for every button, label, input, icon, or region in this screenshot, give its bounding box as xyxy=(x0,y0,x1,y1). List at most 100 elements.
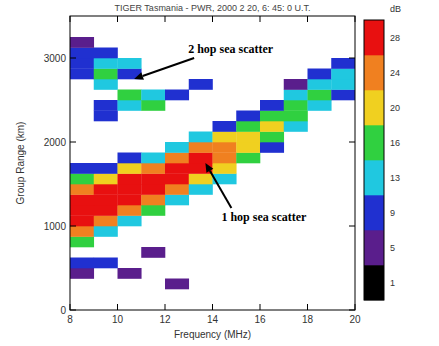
cell xyxy=(70,237,94,248)
cell xyxy=(189,142,213,153)
cell xyxy=(331,58,355,69)
cell xyxy=(118,205,142,216)
cell xyxy=(94,79,118,90)
colorbar-title: dB xyxy=(390,4,401,14)
cell xyxy=(141,184,165,195)
y-tick xyxy=(70,142,76,143)
colorbar-band xyxy=(364,160,384,195)
cell xyxy=(94,216,118,227)
cell xyxy=(308,79,332,90)
cell xyxy=(94,184,118,195)
cell xyxy=(94,111,118,122)
cell xyxy=(189,153,213,164)
x-tick-label: 16 xyxy=(254,314,266,325)
cell xyxy=(189,184,213,195)
arrow-shaft xyxy=(210,171,231,208)
cell xyxy=(165,153,189,164)
cell xyxy=(331,79,355,90)
cell xyxy=(165,90,189,101)
cell xyxy=(260,142,284,153)
cell xyxy=(118,58,142,69)
cell xyxy=(94,258,118,269)
cell xyxy=(284,121,308,132)
x-tick xyxy=(260,16,261,22)
cell xyxy=(260,100,284,111)
cell xyxy=(213,153,237,164)
colorbar-label: 1 xyxy=(390,278,395,288)
x-tick-label: 8 xyxy=(67,314,73,325)
cell xyxy=(70,37,94,48)
cell xyxy=(236,153,260,164)
x-tick-label: 20 xyxy=(349,314,361,325)
annotation: 1 hop sea scatter xyxy=(221,210,307,224)
cell xyxy=(189,79,213,90)
cell xyxy=(284,79,308,90)
colorbar-frame xyxy=(364,20,384,300)
frame xyxy=(70,16,355,310)
colorbar-band xyxy=(364,90,384,125)
y-tick-label: 2000 xyxy=(44,137,67,148)
cell xyxy=(236,142,260,153)
x-tick xyxy=(70,16,71,22)
cell xyxy=(189,132,213,143)
colorbar-band xyxy=(364,125,384,160)
cell xyxy=(165,142,189,153)
y-tick xyxy=(70,58,76,59)
colorbar-label: 5 xyxy=(390,243,395,253)
cell xyxy=(70,226,94,237)
y-tick-label: 0 xyxy=(60,305,66,316)
annotation: 2 hop sea scatter xyxy=(188,42,274,56)
title: TIGER Tasmania - PWR, 2000 2 20, 6: 45: … xyxy=(115,3,311,13)
cell xyxy=(118,268,142,279)
y-tick xyxy=(70,226,76,227)
cell xyxy=(284,90,308,101)
cell xyxy=(165,195,189,206)
cell xyxy=(94,195,118,206)
x-tick xyxy=(355,16,356,22)
x-tick xyxy=(70,304,71,310)
chart: TIGER Tasmania - PWR, 2000 2 20, 6: 45: … xyxy=(0,0,439,346)
cell xyxy=(331,90,355,101)
colorbar-label: 13 xyxy=(390,173,400,183)
cell xyxy=(141,100,165,111)
cell xyxy=(213,142,237,153)
cell xyxy=(189,174,213,185)
arrow-shaft xyxy=(143,58,195,76)
cell xyxy=(165,184,189,195)
x-tick-label: 14 xyxy=(207,314,219,325)
colorbar-label: 9 xyxy=(390,208,395,218)
cell xyxy=(118,153,142,164)
cell xyxy=(284,111,308,122)
cell xyxy=(141,163,165,174)
x-tick xyxy=(307,16,308,22)
colorbar-band xyxy=(364,230,384,265)
cell xyxy=(94,205,118,216)
cell xyxy=(118,174,142,185)
x-tick xyxy=(117,16,118,22)
cell xyxy=(260,132,284,143)
cell xyxy=(118,195,142,206)
cell xyxy=(141,174,165,185)
x-axis-title: Frequency (MHz) xyxy=(174,329,251,340)
x-tick xyxy=(355,304,356,310)
cell xyxy=(308,100,332,111)
cells xyxy=(70,37,355,289)
cell xyxy=(141,195,165,206)
cell xyxy=(165,279,189,290)
x-tick-label: 12 xyxy=(159,314,171,325)
arrow-head xyxy=(205,163,213,173)
cell xyxy=(141,205,165,216)
colorbar-band xyxy=(364,195,384,230)
x-tick xyxy=(307,304,308,310)
y-tick-label: 1000 xyxy=(44,221,67,232)
cell xyxy=(141,153,165,164)
cell xyxy=(141,247,165,258)
x-tick xyxy=(260,304,261,310)
colorbar-label: 28 xyxy=(390,33,400,43)
cell xyxy=(118,184,142,195)
cell xyxy=(260,121,284,132)
cell xyxy=(236,121,260,132)
cell xyxy=(165,163,189,174)
x-tick xyxy=(212,304,213,310)
y-tick xyxy=(349,58,355,59)
